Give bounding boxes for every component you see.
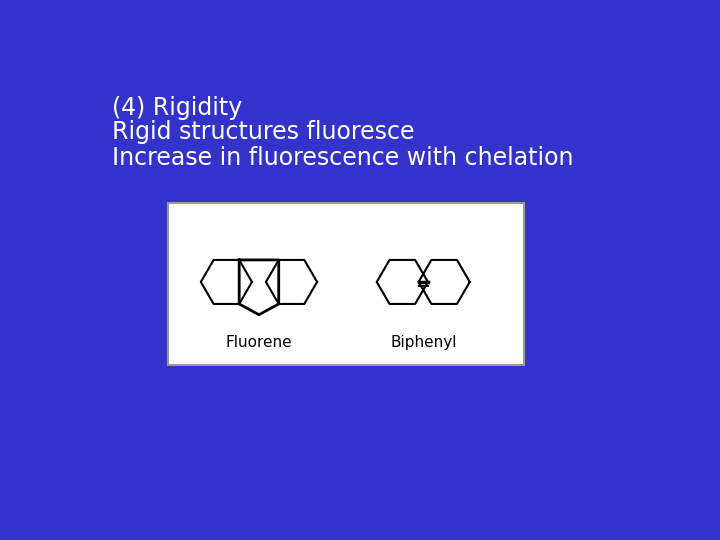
Text: Increase in fluorescence with chelation: Increase in fluorescence with chelation [112,146,573,170]
Text: (4) Rigidity: (4) Rigidity [112,96,242,119]
Text: Biphenyl: Biphenyl [390,335,456,350]
Text: Rigid structures fluoresce: Rigid structures fluoresce [112,120,414,144]
Text: Fluorene: Fluorene [225,335,292,350]
FancyBboxPatch shape [168,204,524,365]
